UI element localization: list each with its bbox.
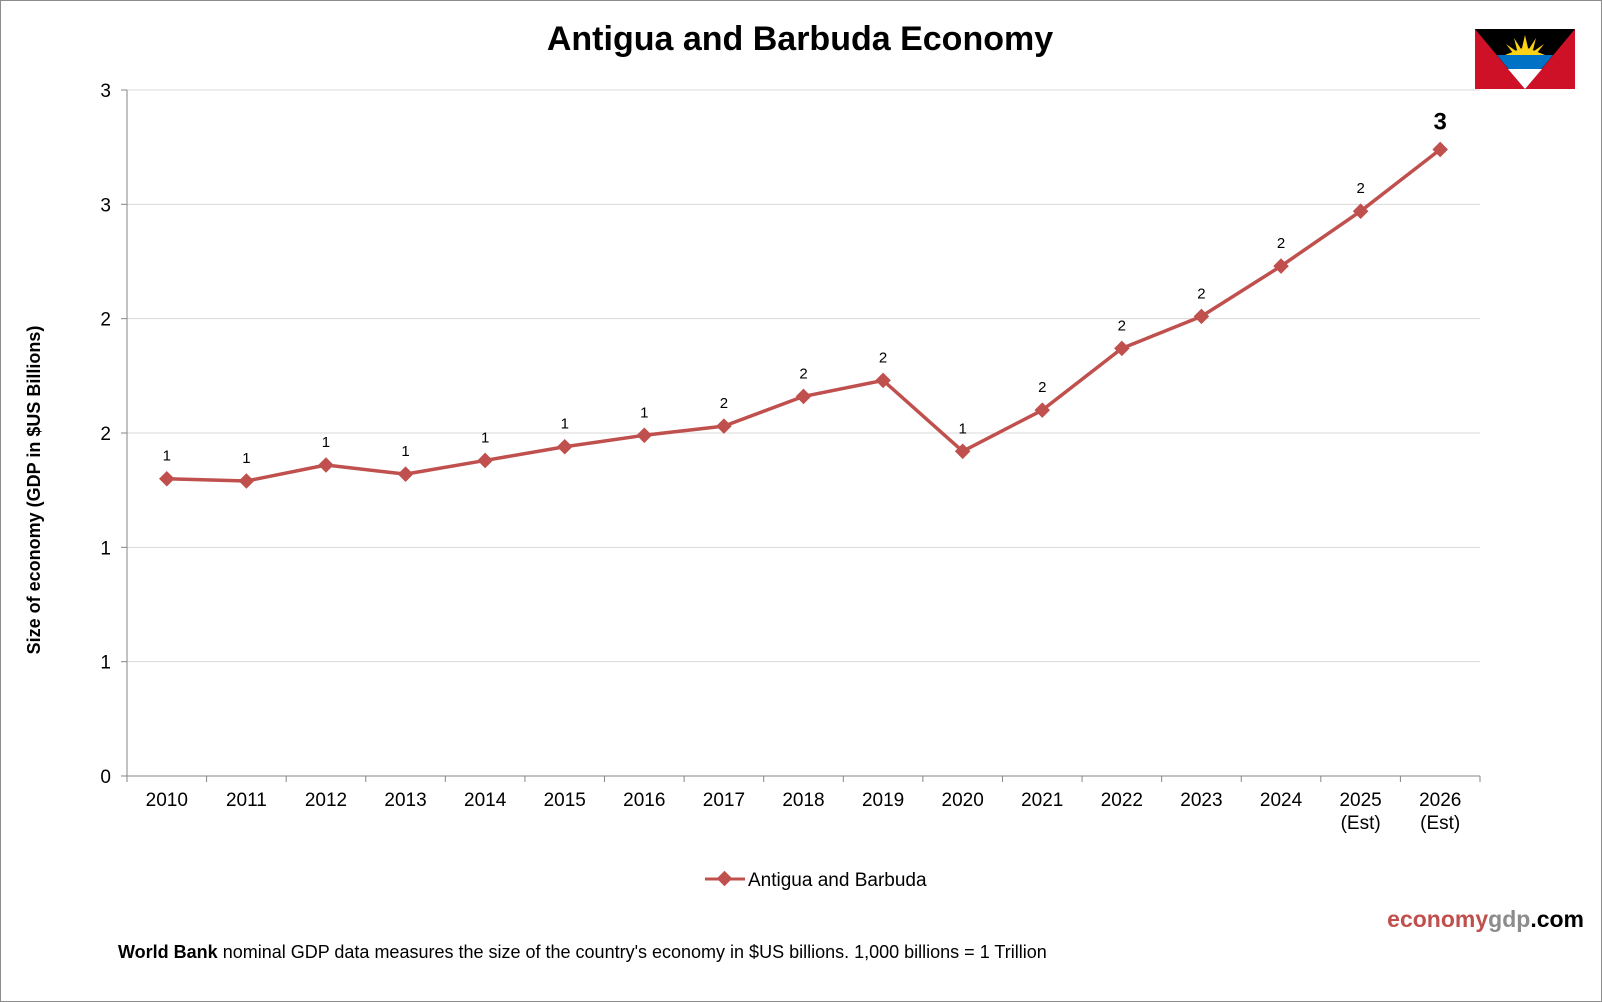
footnote-text: nominal GDP data measures the size of th… [217, 942, 1047, 962]
data-label: 2 [1118, 317, 1126, 334]
data-point [636, 427, 653, 444]
y-tick-label: 2 [100, 424, 111, 445]
y-axis-ticks: 0 1 1 2 2 3 3 [100, 81, 111, 788]
data-label: 2 [1356, 180, 1364, 197]
x-tick-label: 2011 [226, 790, 267, 811]
footnote: World Bank nominal GDP data measures the… [118, 942, 1047, 963]
axes [121, 89, 1481, 782]
series-line [166, 148, 1442, 483]
y-tick-label: 1 [100, 653, 111, 674]
x-tick-label: 2022 [1101, 790, 1143, 811]
antigua-and-barbuda-flag-icon [1475, 29, 1575, 89]
data-label: 1 [640, 404, 648, 421]
y-tick-label: 2 [100, 310, 111, 331]
y-tick-label: 3 [100, 195, 111, 216]
data-point [1034, 402, 1051, 418]
data-point [1114, 340, 1130, 357]
gridlines [127, 89, 1480, 663]
data-point [1432, 141, 1448, 158]
y-tick-label: 3 [100, 81, 111, 102]
x-tick-label: 2021 [1021, 790, 1063, 811]
x-tick-label: 2015 [544, 790, 586, 811]
y-axis-label: Size of economy (GDP in $US Billions) [24, 326, 44, 655]
x-tick-label: 2013 [384, 790, 426, 811]
data-label: 2 [799, 365, 807, 382]
x-tick-label: 2010 [146, 790, 188, 811]
brand-logo: economygdp.com [1387, 906, 1584, 932]
y-tick-label: 1 [100, 538, 111, 559]
legend: Antigua and Barbuda [705, 870, 927, 891]
data-point [1352, 203, 1369, 219]
x-axis-ticks: 2010 2011 2012 2013 2014 2015 2016 2017 2018 2019… [146, 790, 1462, 834]
x-tick-label: 2012 [305, 790, 347, 811]
legend-label: Antigua and Barbuda [748, 870, 927, 891]
x-tick-label: 2020 [942, 790, 984, 811]
data-label: 2 [720, 395, 728, 412]
data-label: 1 [401, 443, 409, 460]
data-point [716, 418, 732, 434]
data-point [238, 473, 255, 489]
x-tick-label: 2016 [623, 790, 665, 811]
x-tick-label: 2018 [782, 790, 824, 811]
x-tick-label: 2017 [703, 790, 745, 811]
chart-title: Antigua and Barbuda Economy [547, 20, 1053, 58]
data-point [159, 470, 175, 487]
data-label: 2 [879, 349, 887, 366]
data-point [556, 438, 573, 455]
data-label: 2 [1038, 379, 1046, 396]
series-antigua-and-barbuda [159, 141, 1448, 489]
legend-marker [716, 870, 733, 887]
footnote-source: World Bank [118, 942, 218, 962]
x-tick-label: 2014 [464, 790, 507, 811]
data-label: 2 [1277, 235, 1285, 252]
data-point [1273, 258, 1289, 274]
y-tick-label: 0 [100, 767, 111, 788]
x-tick-label: 2025 [1339, 790, 1381, 811]
data-label: 1 [481, 429, 489, 446]
data-label: 1 [561, 416, 569, 433]
data-labels: 1 1 1 1 1 1 1 2 2 2 1 2 2 2 2 2 3 [163, 108, 1447, 467]
x-tick-sublabel: (Est) [1420, 813, 1460, 834]
x-tick-label: 2023 [1180, 790, 1222, 811]
data-label: 3 [1434, 108, 1447, 135]
data-label: 1 [322, 434, 330, 451]
data-label: 2 [1197, 285, 1205, 302]
data-label: 1 [242, 450, 250, 467]
data-point [318, 457, 334, 473]
x-tick-label: 2019 [862, 790, 904, 811]
data-point [795, 388, 812, 405]
x-tick-sublabel: (Est) [1341, 813, 1381, 834]
data-label: 1 [959, 420, 967, 437]
x-tick-label: 2024 [1260, 790, 1303, 811]
data-point [477, 452, 493, 469]
data-point [1193, 308, 1210, 325]
x-tick-label: 2026 [1419, 790, 1461, 811]
data-point [397, 466, 414, 482]
data-label: 1 [163, 448, 171, 465]
